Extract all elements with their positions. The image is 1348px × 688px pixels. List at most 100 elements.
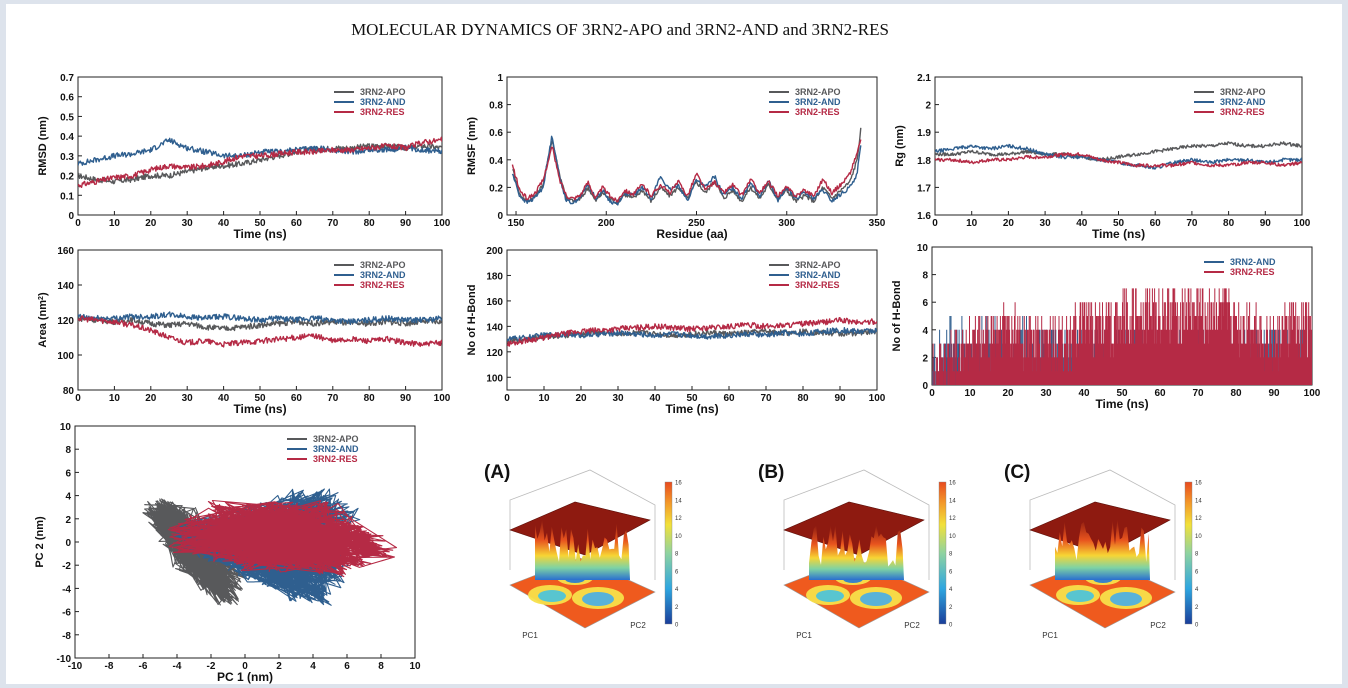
x-tick-label: 0 [75,393,81,404]
series-line-3rn2-res [511,139,862,203]
y-tick-label: 0.5 [60,112,74,123]
x-tick-label: 60 [291,218,303,229]
x-tick-label: 80 [364,393,376,404]
x-tick-label: 90 [400,218,412,229]
y-tick-label: 2 [925,101,931,112]
y-tick-label: 80 [63,386,75,397]
fel-basin-wall [809,524,904,580]
y-tick-label: -6 [62,608,71,619]
y-tick-label: 1.6 [917,211,931,222]
x-tick-label: 20 [1003,218,1015,229]
y-tick-label: 10 [60,422,72,433]
x-tick-label: 90 [1260,218,1272,229]
y-axis-label: RMSF (nm) [466,117,478,175]
chart-pca: -10 -8 -6 -4 -2 0 2 4 6 8 10 -10 -8 -6 -4 -2 0 2 4 6 8 10 PC 1… [34,422,421,684]
x-tick-label: 40 [1078,388,1090,399]
fel-colorbar-tick: 4 [949,587,953,593]
y-tick-label: 140 [486,322,503,333]
fel-colorbar-tick: 8 [675,552,679,558]
fel-colorbar-tick: 12 [949,516,956,522]
fel-colorbar-tick: 0 [949,623,953,629]
x-tick-label: 300 [778,218,795,229]
x-tick-label: 8 [378,661,384,672]
x-tick-label: 0 [929,388,935,399]
fel-colorbar-tick: 6 [675,569,679,575]
x-tick-label: 30 [612,393,624,404]
series-group [935,141,1302,170]
x-tick-label: 200 [598,218,615,229]
fel-colorbar-tick: 2 [1195,605,1199,611]
fel-panel-b: (B) 16 14 12 10 8 6 4 2 0 PC1 PC2 [758,462,956,640]
fel-floor-contour [582,592,614,606]
fel-colorbar-tick: 0 [675,623,679,629]
x-tick-label: 10 [538,393,550,404]
series-line-3rn2-and [511,135,862,206]
x-tick-label: 350 [869,218,886,229]
x-tick-label: -2 [207,661,216,672]
series-line-3rn2-res [78,315,442,348]
fel-colorbar-tick: 14 [949,498,956,504]
x-tick-label: -10 [68,661,83,672]
free-energy-landscape-layer: (A) 16 14 12 10 8 6 4 2 0 PC1 PC2 (B) 16 14 12 10 8 6 4 2 0 PC… [484,462,1202,640]
x-axis-label: Time (ns) [1095,397,1148,411]
fel-box-outline [509,469,656,580]
x-axis-label: Residue (aa) [656,227,727,241]
x-tick-label: 10 [966,218,978,229]
fel-floor-contour [538,590,566,602]
x-tick-label: 80 [1223,218,1235,229]
series-line-3rn2-apo [78,315,442,332]
fel-box-outline [1029,469,1176,580]
x-tick-label: 10 [109,393,121,404]
x-tick-label: 60 [723,393,735,404]
x-tick-label: 0 [75,218,81,229]
y-tick-label: 0.4 [60,132,74,143]
fel-colorbar-tick: 16 [675,481,682,487]
x-tick-label: 150 [508,218,525,229]
series-line-3rn2-and [78,311,442,326]
fel-panel-c: (C) 16 14 12 10 8 6 4 2 0 PC1 PC2 [1004,462,1202,640]
x-tick-label: 0 [242,661,248,672]
y-tick-label: 0.6 [489,128,503,139]
x-tick-label: 100 [1304,388,1321,399]
y-tick-label: 100 [57,351,74,362]
x-tick-label: 100 [434,218,451,229]
fel-colorbar-tick: 8 [1195,552,1199,558]
legend-label: 3RN2-APO [313,434,359,444]
legend-label: 3RN2-APO [795,260,841,270]
x-tick-label: 20 [145,393,157,404]
series-line-3rn2-and [78,137,442,166]
x-tick-label: 2 [276,661,282,672]
fel-floor-contour [1066,590,1094,602]
x-axis-label: Time (ns) [665,402,718,416]
y-tick-label: 140 [57,281,74,292]
series-line-3rn2-apo [935,141,1302,162]
fel-colorbar-tick: 4 [1195,587,1199,593]
x-tick-label: 100 [869,393,886,404]
legend-label: 3RN2-APO [795,87,841,97]
x-tick-label: 90 [834,393,846,404]
fel-colorbar-tick: 16 [1195,481,1202,487]
y-tick-label: 160 [57,246,74,257]
x-tick-label: 30 [1040,218,1052,229]
legend-label: 3RN2-APO [360,260,406,270]
y-tick-label: 0 [922,381,928,392]
x-tick-label: 60 [291,393,303,404]
series-group [78,311,442,348]
y-axis-label: Rg (nm) [894,125,906,167]
series-line-3rn2-res [78,136,442,188]
x-axis-label: PC 1 (nm) [217,670,273,684]
y-tick-label: -10 [57,654,72,665]
x-tick-label: 40 [1076,218,1088,229]
x-tick-label: 10 [109,218,121,229]
y-tick-label: 1.8 [917,156,931,167]
legend-label: 3RN2-RES [360,107,405,117]
y-tick-label: 10 [917,243,929,254]
y-tick-label: -8 [62,631,71,642]
fel-floor-contour [1110,592,1142,606]
chart-hbond-ligand: 0 10 20 30 40 50 60 70 80 90 100 0 2 4 6 8 10 Time (ns) No… [891,243,1321,411]
series-group [78,136,442,188]
y-tick-label: 0 [65,538,71,549]
x-tick-label: 50 [254,218,266,229]
series-line-3rn2-res [935,152,1302,168]
